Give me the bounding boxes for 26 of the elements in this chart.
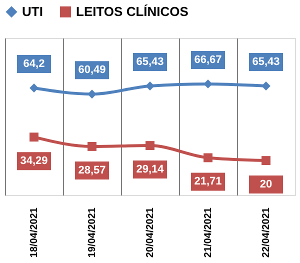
point <box>88 90 96 99</box>
data-label: 29,14 <box>136 164 165 176</box>
x-tick-label: 19/04/2021 <box>87 207 98 258</box>
point <box>262 82 270 90</box>
data-label: 20 <box>260 178 272 191</box>
point <box>30 84 38 92</box>
legend-label: LEITOS CLÍNICOS <box>76 4 189 19</box>
point <box>146 82 154 90</box>
legend-label: UTI <box>22 4 43 19</box>
data-label: 34,29 <box>20 155 48 168</box>
point <box>146 141 154 150</box>
x-tick-label: 20/04/2021 <box>145 207 156 258</box>
data-label: 65,43 <box>136 56 164 68</box>
point <box>204 153 212 162</box>
point <box>88 142 96 151</box>
data-label: 28,57 <box>78 164 106 176</box>
point <box>262 156 270 166</box>
data-label: 21,71 <box>194 176 222 188</box>
x-tick-label: 22/04/2021 <box>261 207 272 258</box>
data-label: 60,49 <box>78 64 106 76</box>
data-label: 64,2 <box>23 58 45 70</box>
data-label: 65,43 <box>252 56 280 68</box>
point <box>30 132 38 142</box>
data-label: 66,67 <box>194 54 222 66</box>
x-tick-label: 18/04/2021 <box>29 207 40 258</box>
x-tick-label: 21/04/2021 <box>203 207 214 258</box>
